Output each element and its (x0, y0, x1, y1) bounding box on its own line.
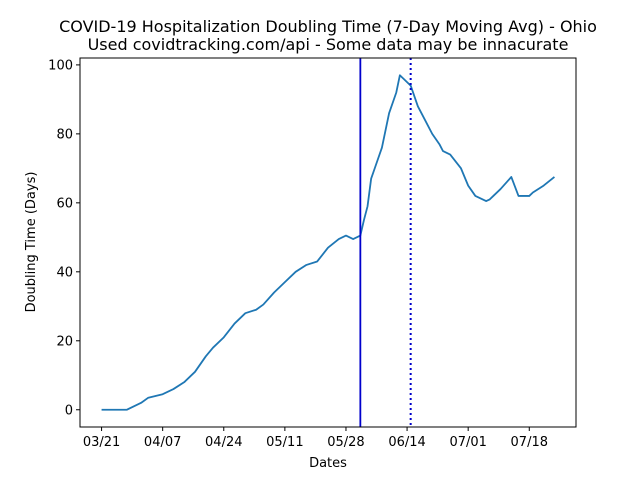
x-axis-label: Dates (309, 456, 347, 471)
x-tick-label: 03/21 (83, 435, 120, 450)
x-tick-label: 04/24 (205, 435, 242, 450)
y-axis-ticks: 0 20 40 60 80 100 (48, 58, 80, 418)
x-tick-label: 07/18 (511, 435, 548, 450)
y-tick-label: 20 (56, 334, 73, 349)
chart-subtitle: Used covidtracking.com/api - Some data m… (88, 35, 569, 54)
plot-area (101, 58, 555, 427)
x-tick-label: 05/28 (327, 435, 364, 450)
x-tick-label: 07/01 (449, 435, 486, 450)
y-tick-label: 60 (56, 196, 73, 211)
chart-title: COVID-19 Hospitalization Doubling Time (… (59, 17, 597, 36)
series-line (101, 74, 555, 411)
x-tick-label: 06/14 (388, 435, 425, 450)
y-tick-label: 80 (56, 127, 73, 142)
plot-frame (79, 57, 577, 428)
y-tick-label: 0 (65, 403, 73, 418)
x-tick-label: 05/11 (266, 435, 303, 450)
y-tick-label: 40 (56, 265, 73, 280)
x-axis-ticks: 03/21 04/07 04/24 05/11 05/28 06/14 07/01 07/18 (83, 427, 548, 450)
x-tick-label: 04/07 (144, 435, 181, 450)
y-tick-label: 100 (48, 58, 73, 73)
y-axis-label: Doubling Time (Days) (24, 172, 39, 313)
